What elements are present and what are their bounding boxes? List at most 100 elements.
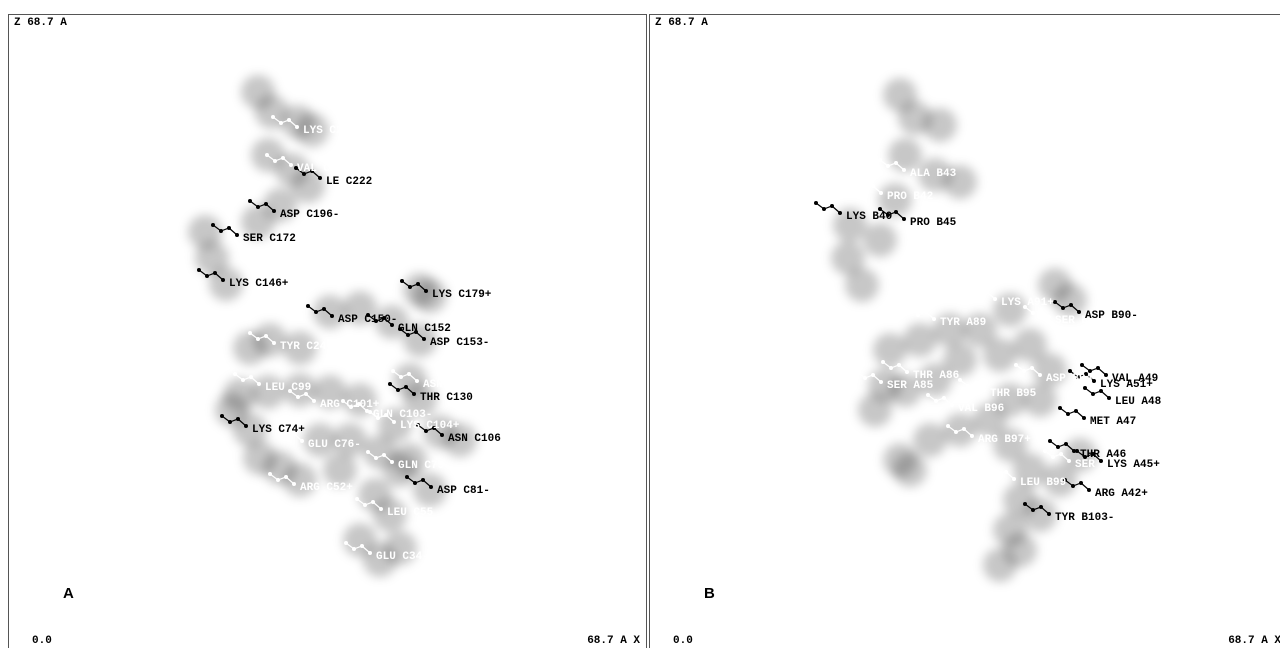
atom	[330, 314, 334, 318]
atom	[1022, 369, 1026, 373]
atom	[934, 399, 938, 403]
atom	[863, 376, 867, 380]
atom	[295, 125, 299, 129]
atom	[1056, 445, 1060, 449]
atom	[1047, 512, 1051, 516]
residue-label: ASN C106	[448, 433, 501, 445]
residue-label: THR C130	[420, 392, 473, 404]
atom	[1059, 452, 1063, 456]
atom	[1091, 392, 1095, 396]
atom	[1082, 416, 1086, 420]
atom	[272, 341, 276, 345]
atom	[902, 168, 906, 172]
residue-label: LEU C55	[387, 507, 434, 519]
residue-label: TYR B103-	[1055, 512, 1114, 524]
atom	[969, 287, 973, 291]
surface-atom	[845, 268, 879, 302]
atom	[287, 118, 291, 122]
atom	[318, 176, 322, 180]
residue-label: THR B95	[990, 388, 1037, 400]
residue-label: VAL B96	[958, 403, 1004, 415]
atom	[814, 201, 818, 205]
residue-label: LYS A91+	[1001, 297, 1054, 309]
residue-label: ARG C52+	[300, 482, 353, 494]
atom	[905, 370, 909, 374]
atom	[272, 209, 276, 213]
atom	[221, 278, 225, 282]
atom	[379, 507, 383, 511]
atom	[1075, 449, 1079, 453]
atom	[404, 385, 408, 389]
atom	[1087, 488, 1091, 492]
atom	[1058, 406, 1062, 410]
atom	[268, 472, 272, 476]
residue-label: PRO B42	[887, 191, 933, 203]
atom	[248, 199, 252, 203]
atom	[1079, 481, 1083, 485]
atom	[996, 473, 1000, 477]
atom	[388, 382, 392, 386]
atom	[440, 433, 444, 437]
atom	[391, 369, 395, 373]
surface-atom	[858, 393, 892, 427]
atom	[879, 380, 883, 384]
residue-label: MET A47	[1090, 416, 1136, 428]
atom	[1030, 366, 1034, 370]
residue-label: LYS C179+	[432, 289, 492, 301]
atom	[264, 202, 268, 206]
atom	[219, 229, 223, 233]
atom	[408, 285, 412, 289]
surface-atom	[1053, 283, 1087, 317]
atom	[916, 313, 920, 317]
atom	[236, 417, 240, 421]
axis-right-label: 68.7 A X	[587, 635, 640, 647]
atom	[974, 381, 978, 385]
atom	[306, 304, 310, 308]
atom	[1051, 455, 1055, 459]
atom	[924, 310, 928, 314]
atom	[244, 424, 248, 428]
atom	[256, 337, 260, 341]
surface-atom	[863, 223, 897, 257]
atom	[855, 370, 859, 374]
atom	[257, 382, 261, 386]
atom	[1104, 373, 1108, 377]
atom	[1067, 459, 1071, 463]
atom	[879, 191, 883, 195]
atom	[894, 161, 898, 165]
residue-label: LYS C104+	[400, 420, 460, 432]
residue-label: ASP B94	[1046, 373, 1093, 385]
atom	[1069, 303, 1073, 307]
atom	[249, 375, 253, 379]
surface-atom	[888, 138, 922, 172]
figure: Z 68.7 A0.068.7 A XALYS C242+VAL C221LE …	[0, 0, 1280, 648]
residue-label: VAL C221	[297, 163, 350, 175]
atom	[1047, 315, 1051, 319]
atom	[1014, 363, 1018, 367]
atom	[954, 430, 958, 434]
atom	[296, 395, 300, 399]
residue-label: ARG B97+	[978, 434, 1031, 446]
atom	[399, 375, 403, 379]
axis-right-label: 68.7 A X	[1228, 635, 1280, 647]
atom	[1039, 505, 1043, 509]
residue-label: ASN C129	[423, 379, 476, 391]
atom	[878, 158, 882, 162]
atom	[1012, 477, 1016, 481]
atom	[1043, 449, 1047, 453]
atom	[292, 482, 296, 486]
atom	[830, 204, 834, 208]
atom	[312, 399, 316, 403]
atom	[1023, 502, 1027, 506]
atom	[273, 159, 277, 163]
atom	[985, 290, 989, 294]
atom	[1061, 306, 1065, 310]
atom	[279, 121, 283, 125]
atom	[871, 184, 875, 188]
atom	[982, 388, 986, 392]
residue-label: ASP C153-	[430, 337, 489, 349]
page: Z 68.7 A0.068.7 A XALYS C242+VAL C221LE …	[0, 0, 1280, 648]
surface-atom	[893, 453, 927, 487]
atom	[205, 274, 209, 278]
surface-atom	[233, 331, 267, 365]
